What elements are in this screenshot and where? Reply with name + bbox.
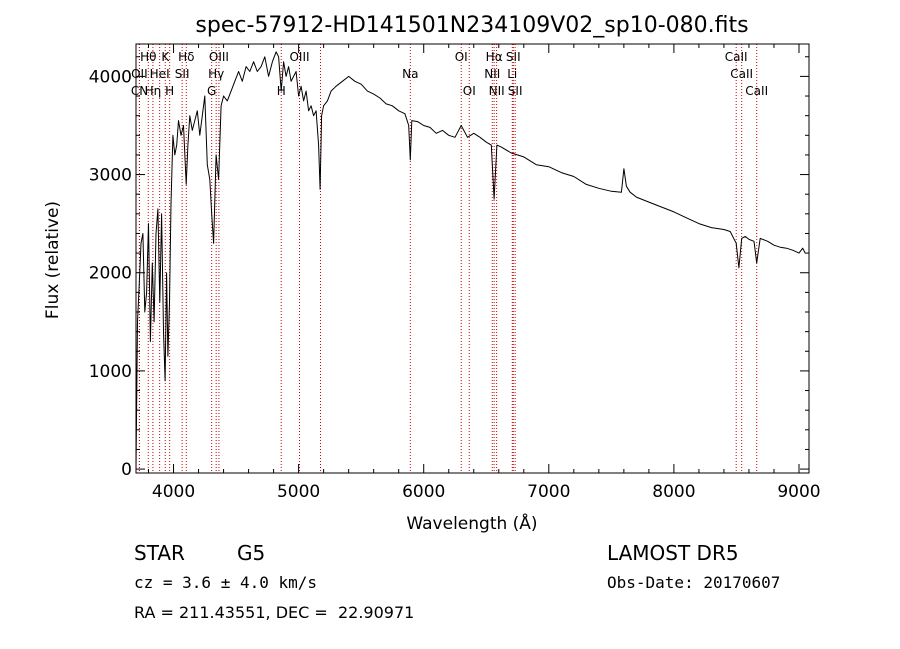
x-tick-label: 8000 — [652, 482, 695, 502]
line-label: CaII — [725, 50, 748, 64]
x-tick-label: 5000 — [277, 482, 320, 502]
line-label: Na — [402, 67, 418, 81]
x-tick-label: 7000 — [527, 482, 570, 502]
object-subclass: G5 — [237, 541, 266, 565]
line-label: CN — [131, 84, 148, 98]
redshift-cz: cz = 3.6 ± 4.0 km/s — [134, 573, 318, 592]
line-label: OIII — [289, 50, 309, 64]
line-label: H — [165, 84, 174, 98]
x-tick-label: 6000 — [402, 482, 445, 502]
line-label: Hγ — [208, 67, 224, 81]
chart-title: spec-57912-HD141501N234109V02_sp10-080.f… — [195, 13, 748, 38]
line-label: H — [277, 84, 286, 98]
line-label: CaII — [730, 67, 753, 81]
line-label: NII — [484, 67, 500, 81]
spectrum-series — [135, 51, 806, 470]
spectral-line-markers — [138, 44, 758, 473]
y-tick-label: 4000 — [89, 67, 132, 87]
line-label: Li — [507, 67, 517, 81]
line-label: NII — [489, 84, 505, 98]
line-label: OI — [455, 50, 468, 64]
line-label: SII — [508, 84, 523, 98]
line-label: Hα — [486, 50, 503, 64]
coordinates: RA = 211.43551, DEC = 22.90971 — [134, 603, 415, 622]
line-label: HeI — [150, 67, 170, 81]
line-label: SII — [506, 50, 521, 64]
line-label: CaII — [745, 84, 768, 98]
y-tick-label: 2000 — [89, 264, 132, 284]
line-label: OI — [463, 84, 476, 98]
x-axis-label: Wavelength (Å) — [406, 512, 537, 534]
x-tick-label: 9000 — [777, 482, 820, 502]
x-tick-label: 4000 — [152, 482, 195, 502]
y-tick-label: 3000 — [89, 166, 132, 186]
y-tick-label: 0 — [121, 460, 132, 480]
line-label: K — [161, 50, 170, 64]
line-label: Hδ — [178, 50, 194, 64]
line-label: OIII — [209, 50, 229, 64]
y-axis-label: Flux (relative) — [43, 201, 63, 319]
line-label: Hθ — [140, 50, 156, 64]
survey-name: LAMOST DR5 — [607, 541, 739, 565]
line-label: Hη — [145, 84, 162, 98]
y-tick-label: 1000 — [89, 362, 132, 382]
object-class: STAR — [134, 541, 185, 565]
observation-date: Obs-Date: 20170607 — [607, 573, 781, 592]
line-label: OII — [131, 67, 148, 81]
spectrum-line — [135, 51, 806, 470]
line-label: G — [207, 84, 216, 98]
line-label: SII — [175, 67, 190, 81]
axes: 4000 5000 6000 7000 8000 9000 0 1000 2000 3000 400… — [89, 44, 821, 502]
plot-frame — [135, 43, 810, 474]
